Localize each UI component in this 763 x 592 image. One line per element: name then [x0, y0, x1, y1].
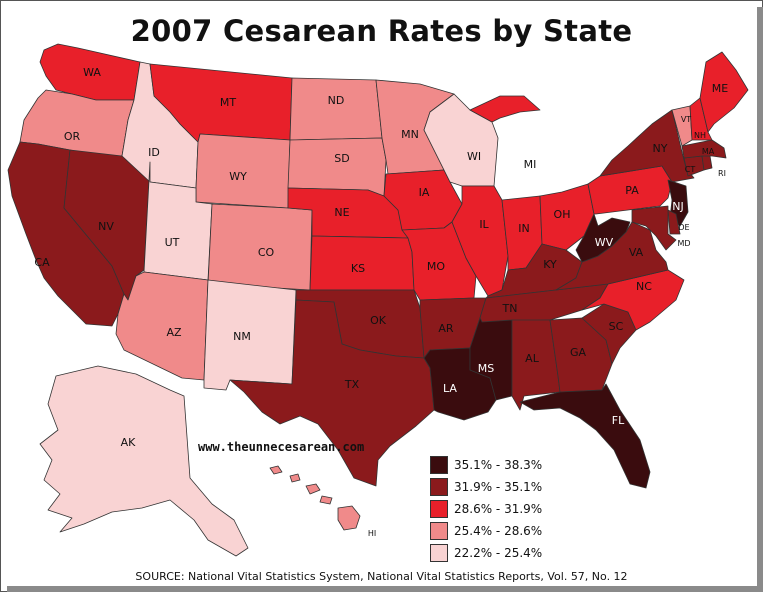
- state-MD[interactable]: [631, 205, 677, 251]
- source-citation: SOURCE: National Vital Statistics System…: [135, 570, 628, 583]
- state-label-ma: MA: [702, 147, 715, 156]
- state-label-ca: CA: [34, 256, 50, 269]
- state-label-wa: WA: [83, 66, 101, 79]
- state-DE[interactable]: [667, 209, 681, 235]
- state-label-wy: WY: [229, 170, 247, 183]
- state-label-or: OR: [64, 130, 81, 143]
- state-CO[interactable]: [207, 203, 313, 291]
- state-label-nm: NM: [233, 330, 251, 343]
- state-label-ri: RI: [718, 169, 726, 178]
- state-label-de: DE: [678, 223, 689, 232]
- state-label-ok: OK: [370, 314, 387, 327]
- state-label-la: LA: [443, 382, 457, 395]
- state-RI[interactable]: [701, 155, 713, 171]
- state-label-wv: WV: [595, 236, 614, 249]
- state-label-ky: KY: [543, 258, 557, 271]
- state-label-vt: VT: [681, 115, 691, 124]
- legend-label: 35.1% - 38.3%: [454, 458, 543, 472]
- state-label-wi: WI: [467, 150, 481, 163]
- legend-swatch: [430, 478, 448, 496]
- state-label-mt: MT: [220, 96, 236, 109]
- legend-label: 31.9% - 35.1%: [454, 480, 543, 494]
- state-label-ms: MS: [478, 362, 494, 375]
- legend-row: 35.1% - 38.3%: [430, 454, 542, 476]
- state-label-nj: NJ: [672, 200, 683, 213]
- state-label-ga: GA: [570, 346, 587, 359]
- state-label-mo: MO: [427, 260, 445, 273]
- state-label-va: VA: [629, 246, 644, 259]
- state-MA[interactable]: [681, 139, 727, 159]
- state-NY[interactable]: [599, 109, 695, 183]
- state-NC[interactable]: [581, 269, 685, 331]
- legend-label: 25.4% - 28.6%: [454, 524, 543, 538]
- state-label-mn: MN: [401, 128, 419, 141]
- state-label-sc: SC: [609, 320, 624, 333]
- state-label-pa: PA: [625, 184, 639, 197]
- legend-swatch: [430, 500, 448, 518]
- state-label-in: IN: [518, 222, 529, 235]
- state-label-nd: ND: [328, 94, 345, 107]
- state-label-ia: IA: [419, 186, 430, 199]
- state-label-tx: TX: [344, 378, 360, 391]
- state-WV[interactable]: [575, 213, 631, 263]
- state-label-fl: FL: [612, 414, 625, 427]
- state-label-ks: KS: [351, 262, 365, 275]
- state-FL[interactable]: [519, 383, 651, 489]
- legend-row: 28.6% - 31.9%: [430, 498, 542, 520]
- state-label-ut: UT: [165, 236, 180, 249]
- legend-swatch: [430, 544, 448, 562]
- legend-row: 31.9% - 35.1%: [430, 476, 542, 498]
- state-label-co: CO: [258, 246, 275, 259]
- map-legend: 35.1% - 38.3% 31.9% - 35.1% 28.6% - 31.9% 2…: [430, 454, 542, 564]
- legend-label: 28.6% - 31.9%: [454, 502, 543, 516]
- state-MI[interactable]: [469, 95, 541, 123]
- state-label-nv: NV: [98, 220, 114, 233]
- state-label-md: MD: [677, 239, 690, 248]
- state-label-nc: NC: [636, 280, 652, 293]
- state-NH[interactable]: [689, 97, 713, 141]
- state-label-il: IL: [479, 218, 489, 231]
- state-SD[interactable]: [287, 137, 387, 197]
- legend-row: 25.4% - 28.6%: [430, 520, 542, 542]
- legend-swatch: [430, 522, 448, 540]
- state-HI[interactable]: [269, 465, 361, 531]
- state-label-tn: TN: [502, 302, 518, 315]
- state-label-ct: CT: [685, 165, 696, 174]
- state-TX[interactable]: [229, 299, 435, 487]
- state-label-sd: SD: [334, 152, 349, 165]
- state-label-hi: HI: [368, 529, 376, 538]
- legend-swatch: [430, 456, 448, 474]
- state-ND[interactable]: [289, 77, 383, 141]
- state-label-nh: NH: [694, 131, 706, 140]
- state-label-al: AL: [525, 352, 540, 365]
- state-label-ak: AK: [121, 436, 137, 449]
- state-label-ny: NY: [653, 142, 668, 155]
- website-credit: www.theunnecesarean.com: [198, 440, 365, 454]
- state-label-id: ID: [148, 146, 160, 159]
- state-AK[interactable]: [39, 365, 249, 557]
- state-LA[interactable]: [423, 347, 497, 421]
- state-label-ar: AR: [438, 322, 454, 335]
- state-label-az: AZ: [166, 326, 182, 339]
- legend-row: 22.2% - 25.4%: [430, 542, 542, 564]
- state-label-ne: NE: [334, 206, 349, 219]
- state-label-me: ME: [712, 82, 728, 95]
- map-title: 2007 Cesarean Rates by State: [130, 14, 633, 48]
- state-label-mi: MI: [524, 158, 537, 171]
- state-ME[interactable]: [699, 51, 749, 133]
- state-label-oh: OH: [554, 208, 571, 221]
- legend-label: 22.2% - 25.4%: [454, 546, 543, 560]
